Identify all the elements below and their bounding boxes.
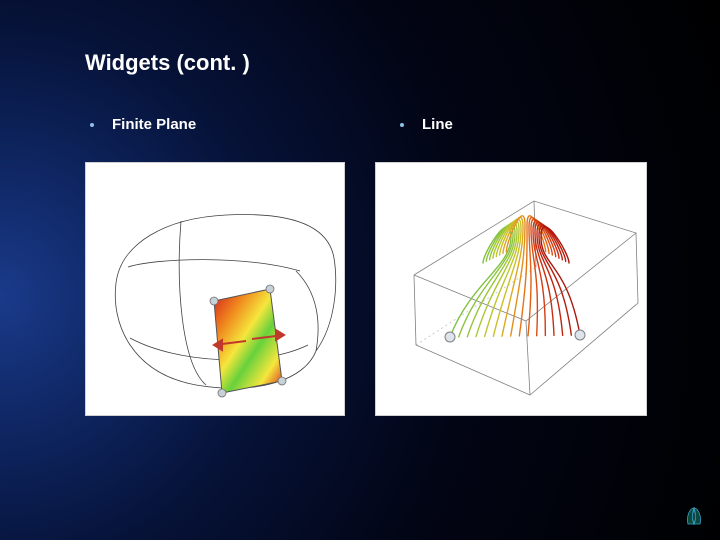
finite-plane-svg [86, 163, 344, 415]
line-panel [375, 162, 647, 416]
line-endpoints [445, 330, 585, 342]
finite-plane-panel [85, 162, 345, 416]
bullet-left-label: Finite Plane [112, 116, 196, 133]
finite-plane-quad [214, 289, 282, 393]
slide-title: Widgets (cont. ) [85, 50, 250, 76]
brand-logo-icon [682, 504, 706, 528]
domain-box [414, 201, 638, 395]
panel-row [85, 162, 647, 416]
bullet-dot-icon [400, 123, 404, 127]
streamlines [450, 216, 580, 337]
bullet-right: Line [400, 116, 453, 133]
bullet-dot-icon [90, 123, 94, 127]
line-svg [376, 163, 646, 415]
slide-root: Widgets (cont. ) Finite Plane Line [0, 0, 720, 540]
bullet-right-label: Line [422, 116, 453, 133]
bullet-left: Finite Plane [90, 116, 196, 133]
